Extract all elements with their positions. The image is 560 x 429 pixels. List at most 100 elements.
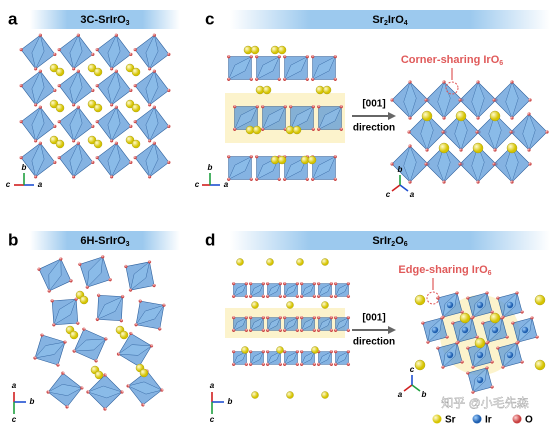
- oxygen-atom: [261, 294, 265, 298]
- oxygen-atom: [232, 362, 236, 366]
- oxygen-atom: [249, 177, 253, 181]
- axis-label: c: [195, 180, 200, 189]
- octahedron: [311, 55, 337, 81]
- axis-label: a: [224, 180, 229, 189]
- sr-atom: [262, 85, 272, 95]
- axis-label: c: [6, 180, 11, 189]
- oxygen-atom: [72, 103, 76, 107]
- oxygen-atom: [40, 333, 44, 337]
- oxygen-atom: [436, 346, 440, 350]
- oxygen-atom: [317, 127, 321, 131]
- ir-atom: [506, 351, 514, 359]
- oxygen-atom: [312, 294, 316, 298]
- octahedron: [458, 80, 498, 120]
- oxygen-atom: [283, 177, 287, 181]
- axis-arrow: [399, 184, 409, 192]
- oxygen-atom: [19, 48, 23, 52]
- oxygen-atom: [167, 160, 171, 164]
- oxygen-atom: [72, 139, 76, 143]
- octahedron: [50, 297, 80, 327]
- sr-atom: [285, 125, 295, 135]
- sr-atom: [93, 103, 103, 113]
- oxygen-atom: [426, 340, 430, 344]
- oxygen-atom: [458, 98, 462, 102]
- ir-atom: [446, 351, 454, 359]
- oxygen-atom: [80, 386, 84, 390]
- ir-atom: [476, 351, 484, 359]
- oxygen-atom: [277, 177, 281, 181]
- oxygen-atom: [329, 350, 333, 354]
- sr-atom: [414, 294, 426, 306]
- oxygen-atom: [289, 105, 293, 109]
- oxygen-atom: [455, 291, 459, 295]
- oxygen-atom: [492, 98, 496, 102]
- oxygen-atom: [425, 148, 429, 152]
- octahedron: [95, 33, 133, 71]
- oxygen-atom: [333, 77, 337, 81]
- octahedron: [57, 69, 95, 107]
- oxygen-atom: [300, 316, 304, 320]
- oxygen-atom: [481, 321, 485, 325]
- oxygen-atom: [129, 124, 133, 128]
- oxygen-atom: [114, 141, 118, 145]
- octahedron: [124, 260, 156, 292]
- oxygen-atom: [334, 328, 338, 332]
- octahedron: [441, 112, 481, 152]
- ir-atom: [491, 326, 499, 334]
- oxygen-atom: [466, 346, 470, 350]
- oxygen-atom: [76, 141, 80, 145]
- oxygen-atom: [317, 294, 321, 298]
- octahedron: [233, 105, 259, 131]
- sr-atom: [87, 99, 97, 109]
- oxygen-atom: [134, 323, 138, 327]
- oxygen-atom: [91, 124, 95, 128]
- octahedron: [266, 350, 282, 366]
- subscript: 3: [126, 20, 130, 27]
- octahedron: [133, 141, 171, 179]
- octahedron: [19, 33, 57, 71]
- ir-atom: [476, 376, 484, 384]
- oxygen-atom: [129, 88, 133, 92]
- oxygen-atom: [72, 67, 76, 71]
- panel-title: 3C-SrIrO3: [80, 14, 129, 27]
- sr-atom: [438, 142, 450, 154]
- panel-title: Sr2IrO4: [372, 14, 407, 27]
- oxygen-atom: [232, 350, 236, 354]
- sr-atom: [251, 391, 259, 399]
- octahedron: [134, 299, 166, 331]
- axis-label: a: [398, 390, 403, 399]
- sr-atom: [236, 258, 244, 266]
- oxygen-atom: [56, 363, 60, 367]
- oxygen-atom: [152, 283, 156, 288]
- formula-part: Edge-sharing IrO: [398, 264, 488, 276]
- oxygen-atom: [76, 321, 80, 325]
- legend-label: Sr: [445, 415, 456, 426]
- oxygen-atom: [300, 328, 304, 332]
- ir-atom: [461, 326, 469, 334]
- oxygen-atom: [311, 105, 315, 109]
- oxygen-atom: [333, 177, 337, 181]
- oxygen-atom: [114, 33, 118, 37]
- oxygen-atom: [346, 350, 350, 354]
- sr-atom: [94, 370, 104, 380]
- sr-atom: [125, 135, 135, 145]
- sr-atom: [300, 155, 310, 165]
- sr-atom: [131, 67, 141, 77]
- legend-label: Ir: [485, 415, 492, 426]
- oxygen-atom: [334, 294, 338, 298]
- octahedron: [334, 350, 350, 366]
- oxygen-atom: [72, 349, 76, 353]
- sr-atom: [252, 125, 262, 135]
- oxygen-atom: [261, 328, 265, 332]
- sr-atom: [286, 391, 294, 399]
- axis-label: b: [398, 165, 403, 174]
- octahedron: [300, 282, 316, 298]
- oxygen-atom: [283, 294, 287, 298]
- octahedron: [249, 350, 265, 366]
- oxygen-atom: [278, 282, 282, 286]
- oxygen-atom: [266, 350, 270, 354]
- oxygen-atom: [334, 316, 338, 320]
- octahedron: [249, 316, 265, 332]
- panel-letter: d: [205, 230, 215, 249]
- oxygen-atom: [277, 77, 281, 81]
